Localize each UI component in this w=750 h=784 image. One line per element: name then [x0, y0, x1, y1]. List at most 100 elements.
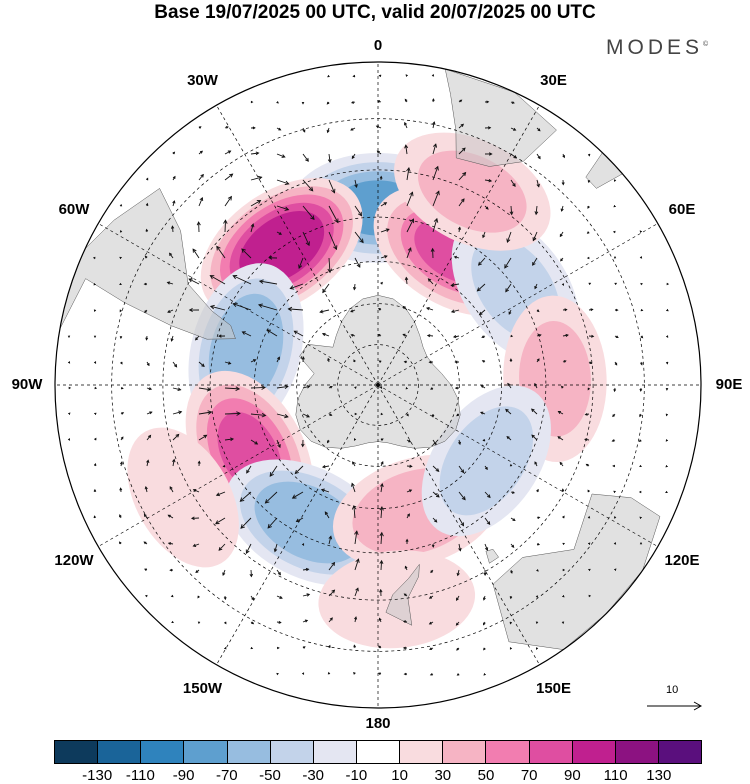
wind-arrow	[94, 516, 96, 518]
wind-arrow	[94, 464, 96, 466]
wind-arrow	[250, 570, 253, 577]
wind-arrow	[666, 362, 668, 364]
wind-arrow	[193, 249, 199, 258]
wind-arrow	[428, 335, 433, 337]
colorbar-segment	[400, 741, 443, 763]
wind-arrow	[588, 257, 590, 259]
wind-arrow	[379, 75, 381, 77]
wind-arrow	[320, 310, 329, 313]
wind-arrow	[427, 308, 433, 311]
australia-land	[493, 494, 660, 650]
wind-arrow	[377, 126, 381, 128]
wind-arrow	[666, 439, 668, 441]
wind-arrow	[94, 490, 96, 492]
colorbar-tick-label: 10	[391, 767, 408, 784]
wind-arrow	[146, 178, 148, 180]
wind-arrow	[328, 154, 331, 162]
wind-arrow	[429, 361, 433, 363]
wind-arrow	[587, 232, 589, 234]
wind-arrow	[351, 128, 355, 130]
wind-arrow	[511, 518, 515, 521]
wind-arrow	[560, 232, 563, 236]
brand-text: MODES	[606, 36, 703, 59]
wind-arrow	[405, 99, 407, 102]
wind-arrow	[276, 101, 278, 103]
wind-arrow	[354, 673, 356, 675]
wind-arrow	[586, 464, 589, 466]
wind-arrow	[641, 336, 643, 338]
wind-arrow	[327, 128, 329, 132]
longitude-label: 30W	[187, 73, 218, 89]
wind-arrow	[172, 595, 174, 597]
wind-arrow	[223, 570, 225, 575]
colorbar-segment	[486, 741, 529, 763]
wind-arrow	[323, 465, 329, 468]
wind-arrow	[173, 152, 175, 154]
wind-arrow	[560, 462, 563, 466]
wind-arrow	[120, 488, 122, 492]
wind-arrow	[406, 75, 408, 77]
wind-arrow	[484, 673, 486, 675]
wind-arrow	[251, 101, 253, 103]
wind-arrow	[457, 673, 459, 675]
colorbar-segment	[271, 741, 314, 763]
wind-arrow	[277, 180, 289, 185]
colorbar-tick-label: 130	[646, 767, 671, 784]
wind-arrow	[640, 414, 642, 416]
wind-arrow	[303, 154, 308, 161]
wind-arrow	[614, 179, 616, 181]
wind-arrow	[120, 515, 122, 518]
wind-arrow	[68, 361, 70, 363]
wind-arrow	[225, 151, 231, 154]
wind-arrow	[277, 596, 282, 598]
wind-arrow	[225, 127, 228, 129]
colorbar-tick-label: -90	[173, 767, 195, 784]
colorbar-tick-label: -50	[259, 767, 281, 784]
colorbar-segment	[141, 741, 184, 763]
tasmania-land	[486, 549, 499, 563]
wind-arrow	[68, 413, 70, 415]
wind-arrow	[303, 620, 307, 622]
wind-arrow	[588, 154, 590, 156]
colorbar-segment	[616, 741, 659, 763]
wind-arrow	[119, 542, 121, 544]
wind-arrow	[277, 647, 279, 649]
longitude-label: 90W	[12, 377, 43, 393]
wind-arrow	[323, 333, 329, 336]
longitude-label: 90E	[716, 377, 743, 393]
colorbar-tick-label: -130	[82, 767, 112, 784]
wind-arrow	[614, 257, 616, 259]
wind-arrow	[251, 596, 254, 600]
wind-arrow	[171, 336, 173, 341]
colorbar-segment	[357, 741, 400, 763]
wind-arrow	[457, 648, 459, 650]
wind-arrow	[454, 335, 459, 337]
wind-arrow	[352, 101, 355, 103]
colorbar-segment	[228, 741, 271, 763]
wind-arrow	[94, 336, 96, 338]
colorbar-tick-label: 30	[434, 767, 451, 784]
wind-arrow	[251, 176, 262, 180]
wind-arrow	[353, 75, 355, 77]
wind-arrow	[173, 388, 181, 391]
wind-arrow	[561, 206, 563, 211]
wind-arrow	[147, 388, 151, 390]
wind-arrow	[199, 151, 202, 154]
wind-arrow	[484, 648, 486, 650]
longitude-label: 180	[365, 716, 390, 732]
wind-arrow	[511, 544, 514, 547]
longitude-label: 30E	[540, 73, 567, 89]
wind-arrow	[173, 177, 175, 180]
wind-arrow	[615, 283, 617, 285]
wind-arrow	[404, 647, 407, 649]
wind-arrow	[614, 231, 616, 233]
wind-arrow	[485, 544, 488, 550]
wind-arrow	[303, 128, 305, 132]
colorbar-tick-label: 90	[564, 767, 581, 784]
wind-arrow	[379, 673, 381, 675]
wind-arrow	[353, 284, 356, 290]
wind-arrow	[251, 127, 255, 129]
wind-arrow	[537, 154, 540, 159]
wind-arrow	[666, 309, 668, 311]
wind-arrow	[510, 647, 512, 649]
